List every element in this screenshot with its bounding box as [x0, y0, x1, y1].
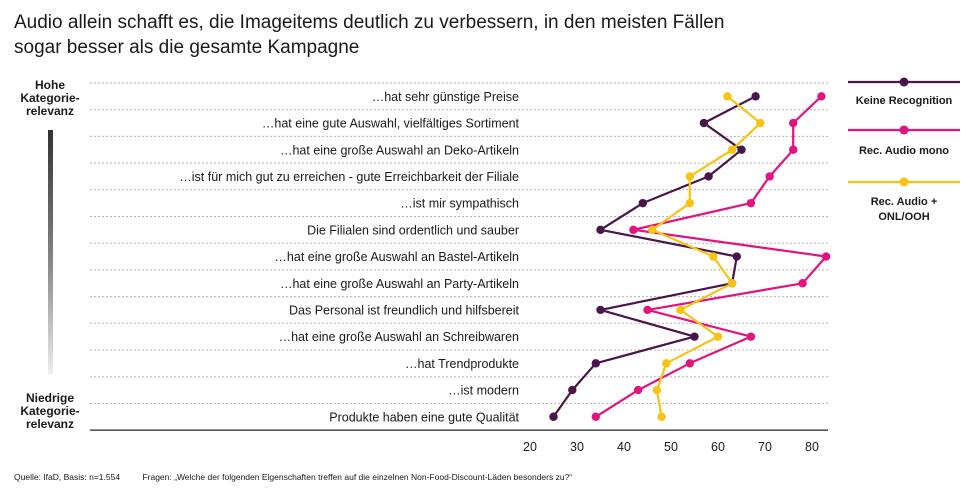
- series-1-point: [549, 412, 558, 421]
- legend-marker-3: [899, 177, 909, 187]
- series-3-point: [657, 412, 666, 421]
- series-1-point: [596, 305, 605, 315]
- low-relevance-label: Niedrige Kategorie- relevanz: [5, 392, 95, 431]
- category-label: …ist für mich gut zu erreichen - gute Er…: [179, 170, 519, 184]
- series-3-point: [648, 225, 657, 235]
- relevance-gradient-bar: [48, 130, 53, 374]
- source-note: Quelle: IfaD, Basis: n=1.554: [14, 472, 121, 482]
- series-2-point: [789, 145, 798, 154]
- category-label: …hat eine große Auswahl an Schreibwaren: [279, 330, 519, 344]
- series-2-point: [817, 92, 826, 101]
- series-2-point: [685, 359, 694, 368]
- series-2-point: [633, 385, 643, 395]
- chart-title: Audio allein schafft es, die Imageitems …: [14, 10, 914, 60]
- category-label: …hat eine große Auswahl an Bastel-Artike…: [274, 250, 519, 264]
- category-label: …hat eine gute Auswahl, vielfältiges Sor…: [262, 117, 520, 131]
- series-3-point: [727, 145, 737, 154]
- series-2-point: [629, 225, 638, 235]
- series-3-point: [662, 359, 671, 368]
- series-2-point: [789, 118, 798, 128]
- series-3-point: [709, 252, 718, 261]
- series-1-point: [699, 118, 709, 128]
- series-3-point: [727, 279, 737, 288]
- series-1-point: [690, 332, 699, 341]
- series-3-point: [676, 305, 685, 315]
- series-3-point: [713, 332, 723, 341]
- question-note: Fragen: „Welche der folgenden Eigenschaf…: [142, 472, 573, 482]
- x-tick-label: 70: [758, 440, 772, 454]
- series-2-point: [643, 305, 652, 315]
- category-label: Das Personal ist freundlich und hilfsber…: [289, 303, 520, 317]
- series-line-1: [552, 95, 757, 418]
- series-1-point: [737, 145, 746, 154]
- series-2-point: [821, 252, 831, 261]
- low-relevance-line-2: Kategorie-: [20, 404, 80, 418]
- legend-label-3: Rec. Audio +: [871, 196, 938, 208]
- title-line-1: Audio allein schafft es, die Imageitems …: [14, 12, 725, 33]
- series-2-point: [765, 172, 774, 181]
- series-1-point: [596, 225, 605, 235]
- category-label: …hat sehr günstige Preise: [372, 90, 519, 104]
- legend-label-2: Rec. Audio mono: [859, 145, 949, 157]
- x-tick-label: 80: [805, 440, 819, 454]
- series-3-point: [723, 92, 732, 101]
- series-3-point: [652, 385, 662, 395]
- series-2-point: [746, 198, 756, 208]
- x-tick-label: 50: [664, 440, 678, 454]
- title-line-2: sogar besser als die gesamte Kampagne: [14, 37, 360, 58]
- series-1-point: [732, 252, 741, 261]
- legend-label-1: Keine Recognition: [856, 95, 953, 107]
- series-2-point: [798, 279, 807, 288]
- series-1-point: [751, 92, 760, 101]
- series-line-3: [651, 95, 762, 417]
- category-label: Die Filialen sind ordentlich und sauber: [307, 223, 519, 237]
- high-relevance-line-2: Kategorie-: [20, 91, 80, 105]
- high-relevance-line-1: Hohe: [35, 78, 65, 92]
- series-2-point: [746, 332, 756, 341]
- legend-label-3: ONL/OOH: [878, 211, 929, 223]
- legend-marker-2: [899, 125, 909, 135]
- series-2-point: [591, 412, 600, 421]
- series-3-point: [756, 118, 765, 128]
- low-relevance-line-3: relevanz: [25, 417, 75, 431]
- x-tick-label: 30: [570, 440, 584, 454]
- series-3-point: [685, 198, 694, 208]
- high-relevance-label: Hohe Kategorie- relevanz: [5, 79, 95, 118]
- category-label: …hat eine große Auswahl an Deko-Artikeln: [280, 143, 519, 157]
- category-label: …ist mir sympathisch: [400, 197, 519, 211]
- low-relevance-line-1: Niedrige: [25, 391, 74, 405]
- series-1-point: [568, 385, 577, 395]
- series-1-point: [591, 359, 600, 368]
- category-label: …ist modern: [448, 384, 519, 398]
- high-relevance-line-3: relevanz: [25, 104, 75, 118]
- legend-marker-1: [899, 77, 909, 87]
- category-label: …hat Trendprodukte: [405, 357, 519, 371]
- series-3-point: [685, 172, 694, 181]
- series-1-point: [638, 198, 647, 208]
- category-label: Produkte haben eine gute Qualität: [329, 410, 519, 424]
- category-label: …hat eine große Auswahl an Party-Artikel…: [280, 277, 519, 291]
- x-tick-label: 40: [617, 440, 631, 454]
- x-tick-label: 20: [523, 440, 537, 454]
- series-1-point: [704, 172, 713, 181]
- x-tick-label: 60: [711, 440, 725, 454]
- chart-footer: Quelle: IfaD, Basis: n=1.554 Fragen: „We…: [14, 472, 592, 482]
